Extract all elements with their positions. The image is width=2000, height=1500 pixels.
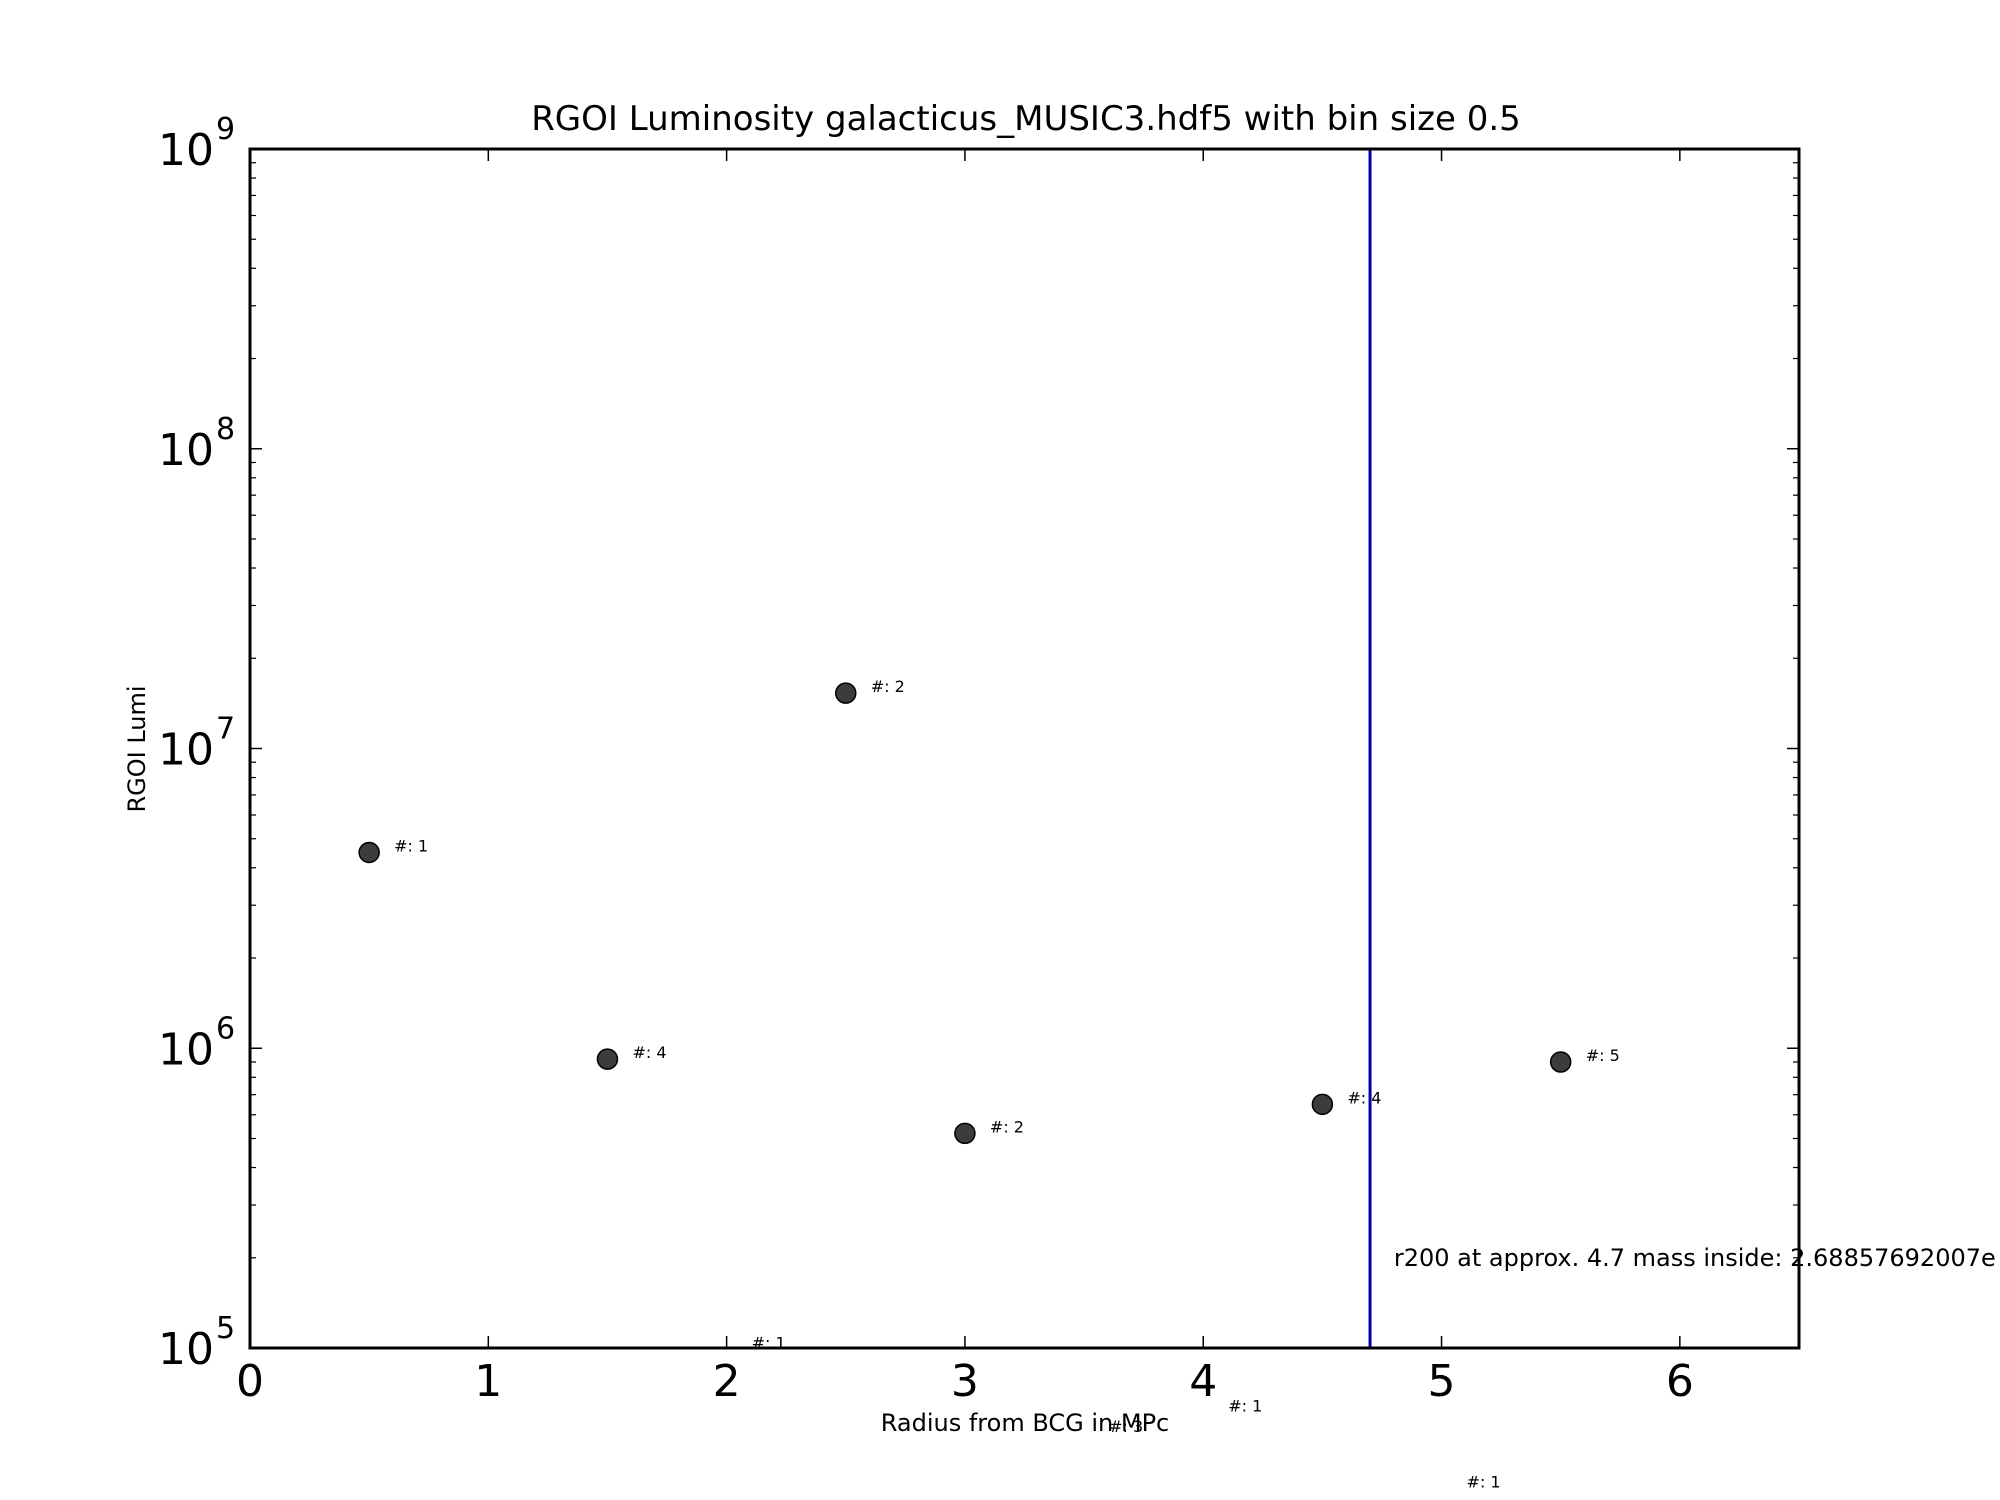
data-point-label-1: #: 4: [632, 1043, 666, 1062]
y-tick-exponent: 6: [216, 1011, 235, 1046]
y-tick-base: 10: [158, 1024, 214, 1075]
data-point-0: [358, 841, 380, 864]
offscale-point-label-0: #: 1: [752, 1333, 786, 1352]
offscale-point-label-3: #: 1: [1467, 1472, 1501, 1491]
y-tick-exponent: 7: [216, 712, 235, 747]
r200-annotation: r200 at approx. 4.7 mass inside: 2.68857…: [1394, 1244, 1996, 1272]
data-points-layer: #: 1 #: 4 #: 2 #: 2 #: 4 #: 5: [358, 677, 1620, 1145]
plot-area: #: 1 #: 4 #: 2 #: 2 #: 4 #: 5: [248, 147, 1801, 1350]
x-axis-label: Radius from BCG in MPc: [881, 1409, 1170, 1437]
y-tick-label-3: 10 8: [158, 412, 235, 476]
data-point-4: [1311, 1093, 1334, 1116]
data-point-label-0: #: 1: [394, 836, 428, 855]
offscale-point-label-1: #: 1: [1228, 1396, 1262, 1415]
y-axis-label: RGOI Lumi: [123, 685, 151, 812]
offscale-point-label-2: #: 3: [1109, 1417, 1143, 1436]
offscale-labels-layer: #: 1 #: 1 #: 3 #: 1: [752, 1333, 1501, 1491]
major-ticks: [249, 148, 1799, 1349]
data-point-label-2: #: 2: [871, 677, 905, 696]
x-tick-label-4: 4: [1189, 1356, 1217, 1407]
y-tick-label-2: 10 7: [158, 712, 235, 776]
x-tick-label-0: 0: [236, 1356, 264, 1407]
data-point-5: [1549, 1051, 1572, 1073]
y-tick-exponent: 5: [216, 1311, 235, 1346]
chart-title: RGOI Luminosity galacticus_MUSIC3.hdf5 w…: [531, 99, 1521, 139]
y-tick-base: 10: [158, 425, 214, 476]
y-tick-label-4: 10 9: [158, 112, 235, 176]
data-point-label-5: #: 5: [1586, 1046, 1620, 1065]
y-tick-base: 10: [158, 1324, 214, 1375]
x-tick-label-6: 6: [1666, 1356, 1694, 1407]
x-tick-label-2: 2: [713, 1356, 741, 1407]
data-point-2: [835, 682, 857, 704]
y-tick-exponent: 9: [216, 112, 235, 147]
data-point-1: [596, 1048, 619, 1070]
data-point-label-4: #: 4: [1347, 1088, 1381, 1107]
x-tick-label-3: 3: [951, 1356, 979, 1407]
x-tick-labels: 0 1 2 3 4 5 6: [236, 1356, 1694, 1407]
x-tick-label-5: 5: [1428, 1356, 1456, 1407]
data-point-3: [954, 1122, 976, 1145]
y-tick-label-0: 10 5: [158, 1311, 235, 1375]
y-tick-base: 10: [158, 725, 214, 776]
y-tick-exponent: 8: [216, 412, 235, 447]
y-tick-base: 10: [158, 125, 214, 176]
y-tick-label-1: 10 6: [158, 1011, 235, 1075]
data-point-label-3: #: 2: [990, 1117, 1024, 1136]
x-tick-label-1: 1: [474, 1356, 502, 1407]
